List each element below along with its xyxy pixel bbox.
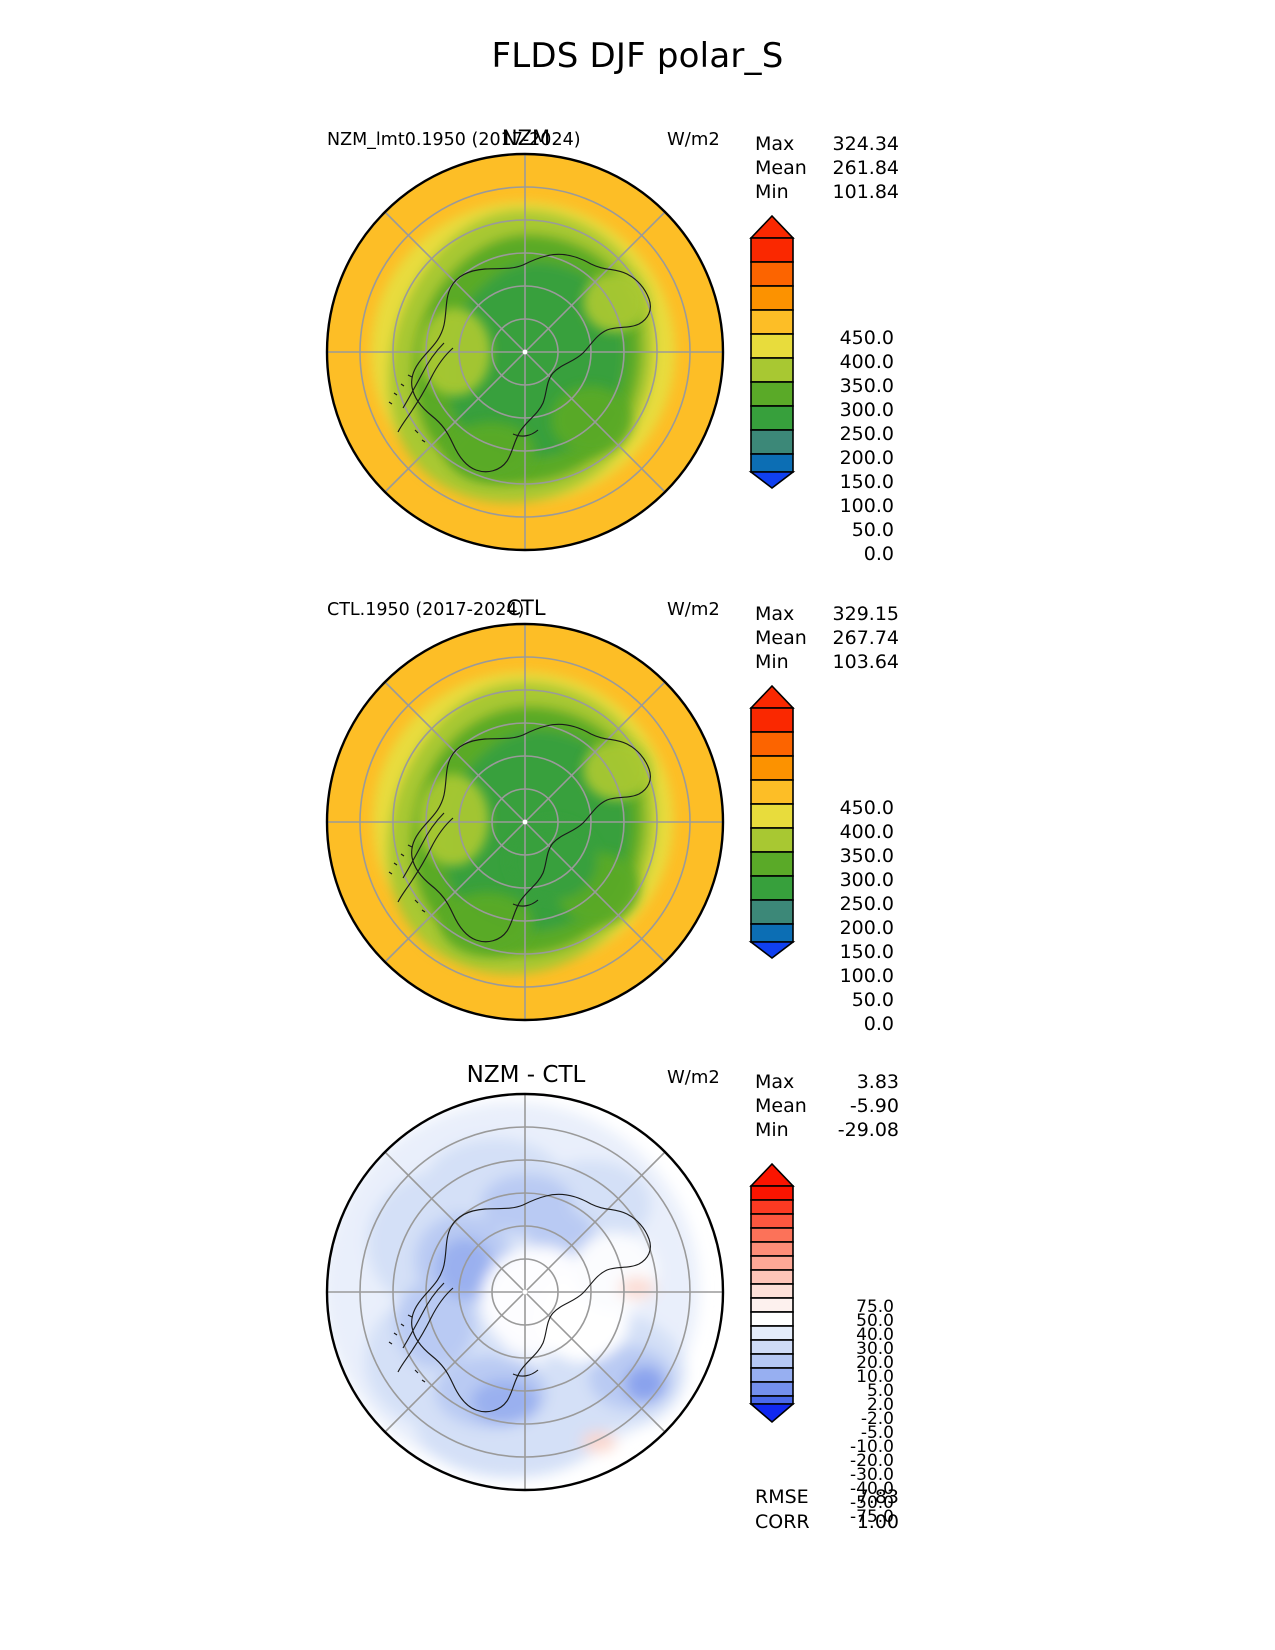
polar-map-svg <box>325 1092 725 1492</box>
panel-nzm: NZM_lmt0.1950 (2017-2024) NZM W/m2 Max 32… <box>0 110 1275 565</box>
page-title: FLDS DJF polar_S <box>491 36 784 76</box>
colorbar-nzm[interactable]: 450.0 400.0 350.0 300.0 250.0 200.0 150.… <box>746 210 894 565</box>
stat-row: Max 329.15 <box>755 603 899 625</box>
stat-row: Max 324.34 <box>755 133 899 155</box>
panel-diff-units: W/m2 <box>667 1067 720 1088</box>
graticule <box>327 154 723 550</box>
colorbar-ctl[interactable]: 450.0 400.0 350.0 300.0 250.0 200.0 150.… <box>746 680 894 1035</box>
panel-diff-scores: RMSE 7.83 CORR 1.00 <box>755 1485 899 1535</box>
panel-diff: NZM - CTL W/m2 Max 3.83 Mean -5.90 Min -29.… <box>0 1050 1275 1533</box>
map-ctl <box>315 622 735 1022</box>
stat-row: Min 103.64 <box>755 651 899 673</box>
panel-nzm-title: NZM <box>501 126 551 150</box>
panel-nzm-stats: Max 324.34 Mean 261.84 Min 101.84 <box>755 132 899 204</box>
map-boundary <box>325 622 725 1022</box>
coastline <box>388 253 651 473</box>
south-pole-marker <box>522 819 528 825</box>
colorbar-swatches <box>748 1162 796 1424</box>
colorbar-swatches <box>748 214 796 490</box>
stat-row: Mean 267.74 <box>755 627 899 649</box>
score-row: RMSE 7.83 <box>755 1486 899 1508</box>
polar-map-svg <box>325 622 725 1022</box>
stat-row: Mean 261.84 <box>755 157 899 179</box>
panel-ctl-stats: Max 329.15 Mean 267.74 Min 103.64 <box>755 602 899 674</box>
polar-map-svg <box>325 152 725 552</box>
map-boundary <box>325 152 725 552</box>
map-boundary <box>325 1092 725 1492</box>
panel-ctl-case-label: CTL.1950 (2017-2024) <box>327 600 525 620</box>
map-diff <box>315 1092 735 1492</box>
stat-row: Min 101.84 <box>755 181 899 203</box>
panel-ctl-units: W/m2 <box>667 599 720 620</box>
south-pole-marker <box>522 1289 528 1295</box>
colorbar-diff[interactable]: 75.0 50.0 40.0 30.0 20.0 10.0 5.0 2.0 -2… <box>746 1160 894 1527</box>
panel-diff-stats: Max 3.83 Mean -5.90 Min -29.08 <box>755 1070 899 1142</box>
map-nzm <box>315 152 735 552</box>
colorbar-swatches <box>748 684 796 960</box>
coastline <box>388 1193 651 1413</box>
panel-diff-title: NZM - CTL <box>466 1062 586 1088</box>
score-row: CORR 1.00 <box>755 1511 899 1533</box>
south-pole-marker <box>522 349 528 355</box>
coastline <box>388 723 651 943</box>
stat-row: Max 3.83 <box>755 1071 899 1093</box>
stat-row: Mean -5.90 <box>755 1095 899 1117</box>
panel-ctl-title: CTL <box>506 596 546 620</box>
stat-row: Min -29.08 <box>755 1119 899 1141</box>
panel-nzm-units: W/m2 <box>667 129 720 150</box>
panel-ctl: CTL.1950 (2017-2024) CTL W/m2 Max 329.15 … <box>0 580 1275 1035</box>
panel-nzm-case-label: NZM_lmt0.1950 (2017-2024) <box>327 130 581 150</box>
